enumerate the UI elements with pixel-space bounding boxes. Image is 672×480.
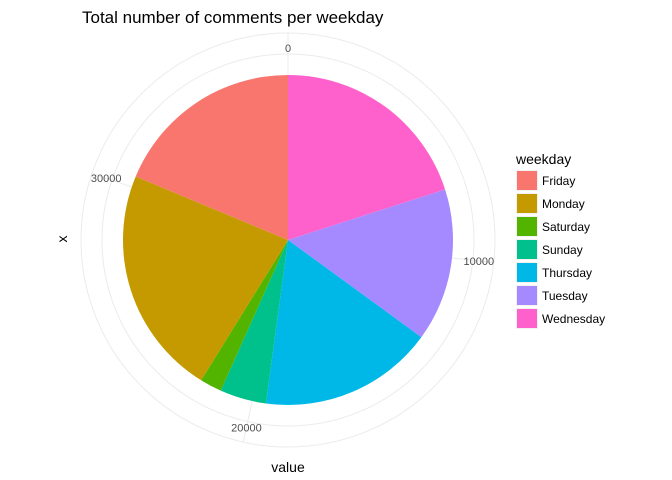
legend-label: Wednesday: [542, 312, 605, 326]
legend-swatch: [517, 240, 537, 259]
legend-swatch: [517, 194, 537, 213]
legend-label: Monday: [542, 197, 585, 211]
chart-title: Total number of comments per weekday: [82, 8, 384, 27]
legend-item-monday: Monday: [516, 193, 585, 214]
y-axis-title: x: [54, 236, 70, 243]
legend-swatch: [517, 309, 537, 328]
legend-label: Friday: [542, 174, 575, 188]
theta-tick-0: 0: [285, 43, 291, 55]
legend-item-tuesday: Tuesday: [516, 285, 588, 306]
legend: weekday Friday Monday Saturday Sunday Thursd…: [515, 151, 605, 329]
legend-title: weekday: [515, 151, 571, 167]
legend-label: Tuesday: [542, 289, 588, 303]
legend-swatch: [517, 171, 537, 190]
legend-label: Thursday: [542, 266, 592, 280]
theta-tick-30000: 30000: [91, 173, 122, 185]
legend-swatch: [517, 217, 537, 236]
legend-item-sunday: Sunday: [516, 239, 583, 260]
legend-item-friday: Friday: [516, 170, 575, 191]
legend-item-saturday: Saturday: [516, 216, 590, 237]
legend-item-thursday: Thursday: [516, 262, 592, 283]
legend-swatch: [517, 263, 537, 282]
x-axis-title: value: [271, 459, 305, 475]
legend-label: Sunday: [542, 243, 583, 257]
theta-tick-20000: 20000: [231, 422, 262, 434]
legend-swatch: [517, 286, 537, 305]
legend-item-wednesday: Wednesday: [516, 308, 605, 329]
legend-label: Saturday: [542, 220, 590, 234]
theta-tick-10000: 10000: [464, 256, 495, 268]
pie-slices: [123, 75, 453, 405]
